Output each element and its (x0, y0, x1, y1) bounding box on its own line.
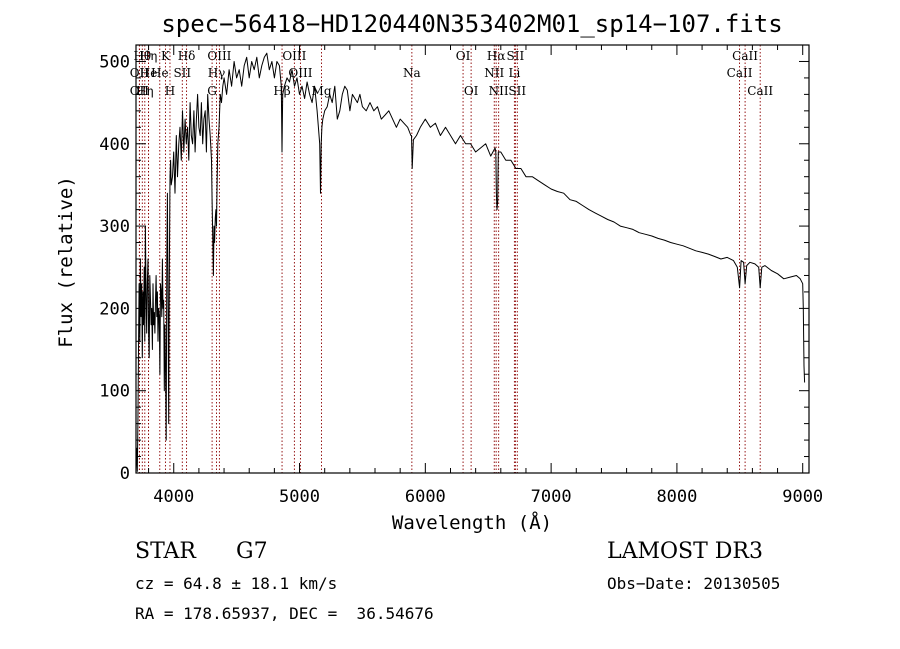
spectral-line-label: Hδ (178, 49, 196, 63)
spectral-line-label: G (207, 84, 217, 98)
spectral-line-label: OI (456, 49, 471, 63)
series-group (135, 52, 806, 472)
x-tick-label: 5000 (279, 487, 320, 507)
x-tick-label: 4000 (153, 487, 194, 507)
y-axis: 0 100 200 300 400 500 (99, 52, 809, 484)
spectral-line-label: OIII (288, 66, 312, 80)
redshift-text: cz = 64.8 ± 18.1 km/s (135, 574, 338, 593)
spectral-line-label: K (161, 49, 171, 63)
spectral-line-label: He (151, 66, 169, 80)
chart-title: spec−56418−HD120440N353402M01_sp14−107.f… (161, 10, 782, 38)
x-tick-label: 7000 (531, 487, 572, 507)
spectral-line-label: H (165, 84, 175, 98)
y-tick-label: 100 (99, 382, 130, 402)
spectral-line-label: OI (464, 84, 479, 98)
y-tick-label: 200 (99, 299, 130, 319)
spectral-line-label: Hγ (208, 66, 226, 80)
coordinates-text: RA = 178.65937, DEC = 36.54676 (135, 604, 434, 623)
spectral-line-label: Mg (312, 84, 332, 98)
spectral-line-label: Li (508, 66, 520, 80)
object-class-value: STAR (135, 539, 196, 564)
obs-date-text: Obs−Date: 20130505 (607, 574, 781, 593)
object-class: STAR G7 (135, 539, 268, 564)
spectral-line-label: Hβ (273, 84, 290, 98)
spectral-line-label: NII (484, 66, 504, 80)
y-tick-label: 400 (99, 135, 130, 155)
y-tick-label: 0 (120, 464, 130, 484)
spectral-line-label: OIII (207, 49, 231, 63)
survey-name: LAMOST DR3 (607, 539, 763, 564)
spectral-line-label: Hα (487, 49, 506, 63)
spectral-line-label: CaII (747, 84, 773, 98)
x-tick-label: 6000 (405, 487, 446, 507)
y-tick-label: 500 (99, 52, 130, 72)
spectrum-line (135, 52, 806, 472)
x-tick-label: 8000 (656, 487, 697, 507)
x-axis-label: Wavelength (Å) (392, 511, 552, 534)
spectral-line-label: CaII (732, 49, 758, 63)
spectral-line-label: SII (508, 84, 526, 98)
spectral-line-label: Hη (136, 84, 154, 98)
x-axis: 4000 5000 6000 7000 8000 9000 (148, 45, 823, 507)
spectral-line-label: SII (173, 66, 191, 80)
spectral-line-label: He (140, 66, 158, 80)
spectral-line-label: CaII (727, 66, 753, 80)
plot-frame (135, 44, 810, 474)
spectral-line-label: Na (403, 66, 421, 80)
y-tick-label: 300 (99, 217, 130, 237)
y-axis-label: Flux (relative) (55, 176, 77, 348)
spectral-line-label: OIII (282, 49, 306, 63)
x-tick-label: 9000 (782, 487, 823, 507)
spectral-line-label: SII (507, 49, 525, 63)
subclass-value: G7 (236, 539, 268, 564)
spectral-line-label: NII (489, 84, 509, 98)
spectral-line-label: Hθ (133, 49, 151, 63)
